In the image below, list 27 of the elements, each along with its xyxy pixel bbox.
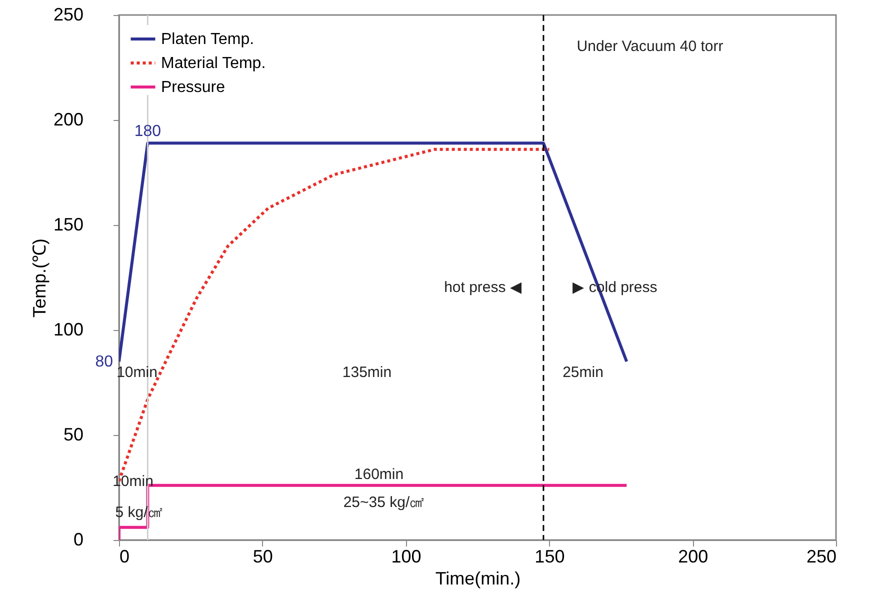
x-tick-label: 250 <box>806 546 836 566</box>
y-tick-label: 250 <box>53 4 84 24</box>
legend-label: Pressure <box>161 79 226 96</box>
annotation: 180 <box>134 123 162 140</box>
legend-label: Material Temp. <box>161 55 266 72</box>
annotation: 10min <box>116 364 158 381</box>
annotation: 10min <box>112 473 154 490</box>
x-tick-label: 200 <box>678 546 708 566</box>
annotation: 135min <box>342 364 392 381</box>
y-tick-label: 100 <box>53 320 84 340</box>
x-tick-label: 0 <box>120 546 130 566</box>
annotation: 25min <box>562 364 604 381</box>
x-tick-label: 50 <box>252 546 273 566</box>
y-tick-label: 50 <box>63 424 84 444</box>
x-tick-label: 150 <box>534 546 565 566</box>
y-tick-label: 0 <box>73 530 84 550</box>
x-axis-title: Time(min.) <box>435 568 521 588</box>
annotation: 80 <box>95 354 114 370</box>
legend-label: Platen Temp. <box>161 31 254 48</box>
annotation: 160min <box>354 466 404 483</box>
y-axis-title: Temp.(℃) <box>29 238 50 318</box>
annotation: hot press ◀ <box>444 279 522 296</box>
y-tick-label: 200 <box>53 110 84 130</box>
x-tick-label: 100 <box>391 546 422 566</box>
annotation: 25~35 kg/㎠ <box>343 494 425 511</box>
y-tick-label: 150 <box>53 214 84 234</box>
annotation: Under Vacuum 40 torr <box>576 38 724 55</box>
